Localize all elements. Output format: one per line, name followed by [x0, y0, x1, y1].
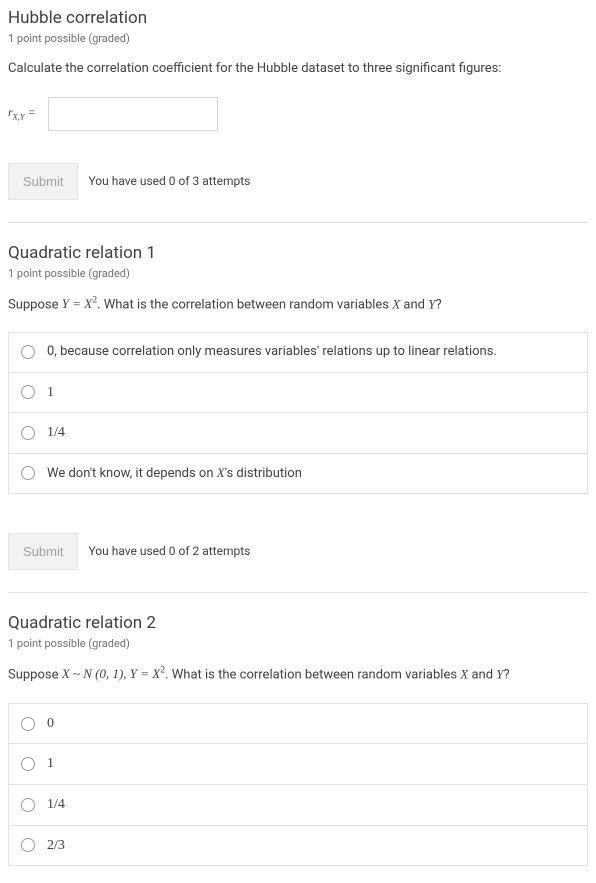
prompt-math: Y = X2 [62, 296, 97, 311]
choices: 0, because correlation only measures var… [8, 332, 588, 494]
correlation-input[interactable] [48, 97, 218, 131]
choice-option[interactable]: 1/4 [8, 412, 588, 454]
radio-icon [21, 838, 35, 852]
choice-label: 1 [47, 754, 54, 774]
divider [8, 222, 588, 223]
submit-button[interactable]: Submit [8, 533, 78, 570]
prompt-text: Calculate the correlation coefficient fo… [8, 59, 588, 79]
points-label: 1 point possible (graded) [8, 637, 588, 650]
radio-icon [21, 345, 35, 359]
radio-icon [21, 798, 35, 812]
choice-label: 0, because correlation only measures var… [47, 343, 497, 361]
prompt-prefix: Suppose [8, 667, 62, 682]
submit-row: Submit You have used 0 of 3 attempts [8, 163, 588, 200]
radio-icon [21, 426, 35, 440]
choice-option[interactable]: 1/4 [8, 784, 588, 826]
problem-title: Quadratic relation 2 [8, 613, 588, 633]
choice-label: 2/3 [47, 836, 65, 856]
problem-title: Hubble correlation [8, 8, 588, 28]
qmark: ? [504, 667, 510, 682]
points-label: 1 point possible (graded) [8, 267, 588, 280]
choice-option[interactable]: 2/3 [8, 825, 588, 867]
problem-quadratic-1: Quadratic relation 1 1 point possible (g… [8, 243, 588, 570]
points-label: 1 point possible (graded) [8, 32, 588, 45]
problem-title: Quadratic relation 1 [8, 243, 588, 263]
attempts-text: You have used 0 of 3 attempts [88, 174, 250, 188]
choice-label: 1 [47, 383, 54, 403]
choice-label: 1/4 [47, 795, 65, 815]
var-x: X [392, 296, 400, 311]
choice-option[interactable]: 1 [8, 743, 588, 785]
choice-option[interactable]: We don't know, it depends on X's distrib… [8, 453, 588, 494]
problem-hubble: Hubble correlation 1 point possible (gra… [8, 8, 588, 200]
prompt-mid: . What is the correlation between random… [97, 297, 392, 312]
prompt-prefix: Suppose [8, 297, 62, 312]
and: and [400, 297, 428, 312]
choice-option[interactable]: 0 [8, 703, 588, 745]
choice-option[interactable]: 1 [8, 372, 588, 414]
radio-icon [21, 717, 35, 731]
divider [8, 592, 588, 593]
prompt-mid: . What is the correlation between random… [165, 667, 460, 682]
input-row: rX,Y = [8, 97, 588, 131]
prompt-math: X ~ N (0, 1), Y = X2 [62, 666, 165, 681]
choices: 0 1 1/4 2/3 [8, 703, 588, 866]
submit-row: Submit You have used 0 of 2 attempts [8, 533, 588, 570]
radio-icon [21, 385, 35, 399]
choice-label: We don't know, it depends on X's distrib… [47, 464, 302, 483]
prompt-text: Suppose Y = X2. What is the correlation … [8, 294, 588, 315]
qmark: ? [435, 297, 441, 312]
prompt-text: Suppose X ~ N (0, 1), Y = X2. What is th… [8, 664, 588, 685]
choice-option[interactable]: 0, because correlation only measures var… [8, 332, 588, 372]
attempts-text: You have used 0 of 2 attempts [88, 544, 250, 558]
problem-quadratic-2: Quadratic relation 2 1 point possible (g… [8, 613, 588, 866]
and: and [468, 667, 496, 682]
input-label: rX,Y = [8, 105, 36, 121]
submit-button[interactable]: Submit [8, 163, 78, 200]
var-y: Y [496, 666, 503, 681]
choice-label: 0 [47, 714, 54, 734]
radio-icon [21, 466, 35, 480]
choice-label: 1/4 [47, 423, 65, 443]
radio-icon [21, 757, 35, 771]
